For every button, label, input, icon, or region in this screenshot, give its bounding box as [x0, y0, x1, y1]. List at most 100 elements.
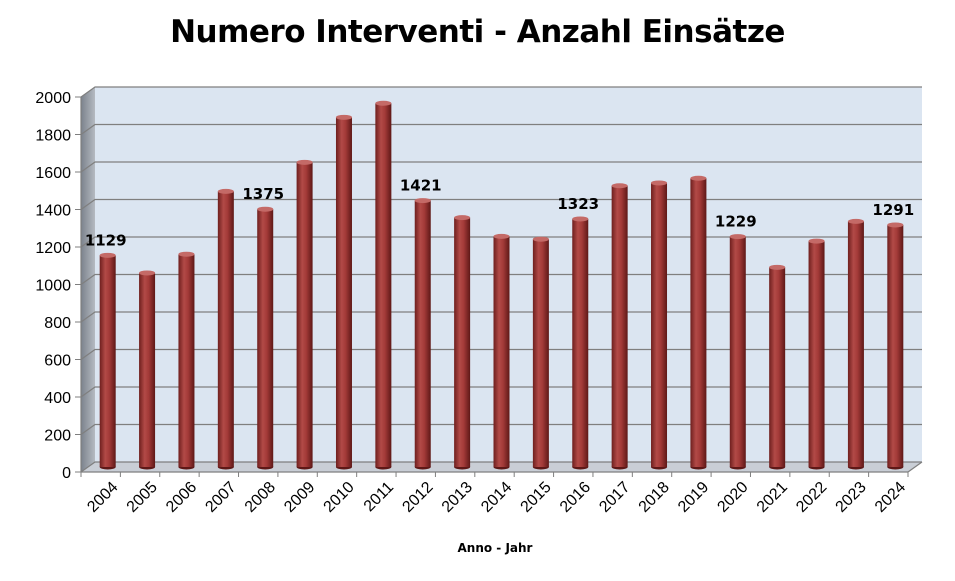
x-axis-ticks: 2004 2005 2006 2007 2008 2009 2010 2011 2012 2013… [80, 472, 909, 516]
x-tick-label: 2022 [793, 479, 830, 516]
bar [493, 233, 510, 470]
x-tick-label: 2008 [242, 479, 279, 516]
gridline [80, 461, 922, 473]
bar-top [296, 159, 313, 165]
bar-top [847, 218, 864, 224]
bar-top [335, 114, 352, 120]
x-tick-label: 2005 [124, 479, 161, 516]
x-tick-label: 2019 [675, 479, 712, 516]
gridline [80, 348, 922, 360]
bar-body [769, 267, 786, 467]
y-tick-label: 1600 [35, 165, 71, 182]
bar [847, 218, 864, 470]
x-axis-label: Anno - Jahr [457, 541, 533, 555]
bar-top [769, 264, 786, 270]
bar-body [651, 182, 668, 467]
bar-top [729, 234, 746, 240]
y-tick-label: 800 [44, 315, 71, 332]
bar-body [217, 191, 234, 467]
gridline [80, 161, 922, 173]
bar-top [414, 198, 431, 204]
x-tick-label: 2004 [84, 479, 121, 516]
bar-top [217, 188, 234, 194]
bar-top [178, 251, 195, 257]
x-tick-label: 2021 [754, 479, 791, 516]
bar-top [690, 175, 707, 181]
y-tick-label: 0 [62, 465, 71, 482]
x-tick-label: 2009 [281, 479, 318, 516]
bar-top [139, 270, 156, 276]
bar-top [651, 180, 668, 186]
x-tick-label: 2010 [321, 479, 358, 516]
bar-body [611, 185, 628, 467]
bar-body [139, 272, 156, 467]
bar [375, 100, 392, 470]
bar-top [532, 236, 549, 242]
bar-top [257, 206, 274, 212]
data-label: 1129 [85, 231, 127, 249]
bar-body [572, 218, 589, 467]
bar-body [532, 239, 549, 467]
gridline [80, 86, 922, 98]
bar-body [847, 221, 864, 467]
bar [887, 222, 904, 470]
x-tick-label: 2006 [163, 479, 200, 516]
x-tick-label: 2024 [872, 479, 909, 516]
bar [454, 215, 471, 470]
x-tick-label: 2015 [518, 479, 555, 516]
x-tick-label: 2011 [361, 479, 397, 515]
bar-body [454, 217, 471, 467]
data-label: 1229 [715, 213, 757, 231]
bar [690, 175, 707, 470]
bar [532, 236, 549, 470]
bar-body [729, 236, 746, 467]
bar-top [99, 252, 116, 258]
gridlines [80, 86, 922, 473]
bar [651, 180, 668, 470]
bar-body [414, 200, 431, 467]
bar-body [493, 236, 510, 467]
y-tick-label: 1400 [35, 203, 71, 220]
y-tick-label: 200 [44, 428, 71, 445]
x-tick-label: 2020 [714, 479, 751, 516]
gridline [80, 198, 922, 210]
bar-body [257, 209, 274, 467]
data-label: 1375 [242, 185, 284, 203]
bar [139, 270, 156, 470]
bar-top [611, 183, 628, 189]
bar-top [454, 215, 471, 221]
y-tick-label: 1200 [35, 240, 71, 257]
gridline [80, 273, 922, 285]
bar [217, 188, 234, 470]
chart-title: Numero Interventi - Anzahl Einsätze [170, 14, 785, 50]
gridline [80, 423, 922, 435]
y-tick-label: 2000 [35, 90, 71, 107]
x-axis-depth-line [907, 461, 923, 473]
gridline [80, 236, 922, 248]
bar-body [99, 255, 116, 467]
x-tick-label: 2014 [478, 479, 515, 516]
bar [769, 264, 786, 470]
x-tick-label: 2016 [557, 479, 594, 516]
bar [99, 252, 116, 470]
bar-top [375, 100, 392, 106]
bar-body [178, 254, 195, 467]
bar [257, 206, 274, 470]
bar [729, 234, 746, 470]
bar-body [887, 224, 904, 467]
gridline [80, 386, 922, 398]
data-label: 1421 [400, 177, 442, 195]
x-tick-label: 2017 [596, 479, 633, 516]
y-tick-label: 600 [44, 353, 71, 370]
gridline [80, 311, 922, 323]
bar-body [690, 178, 707, 467]
bar-top [493, 233, 510, 239]
data-labels: 1129 1375 1421 1323 1229 1291 [85, 177, 914, 250]
data-label: 1323 [557, 195, 599, 213]
y-axis-ticks: 0 200 400 600 800 1000 1200 1400 1600 1800 2000 [35, 90, 923, 482]
x-tick-label: 2013 [439, 479, 476, 516]
y-tick-label: 1000 [35, 278, 71, 295]
bar-top [887, 222, 904, 228]
bar [611, 183, 628, 470]
